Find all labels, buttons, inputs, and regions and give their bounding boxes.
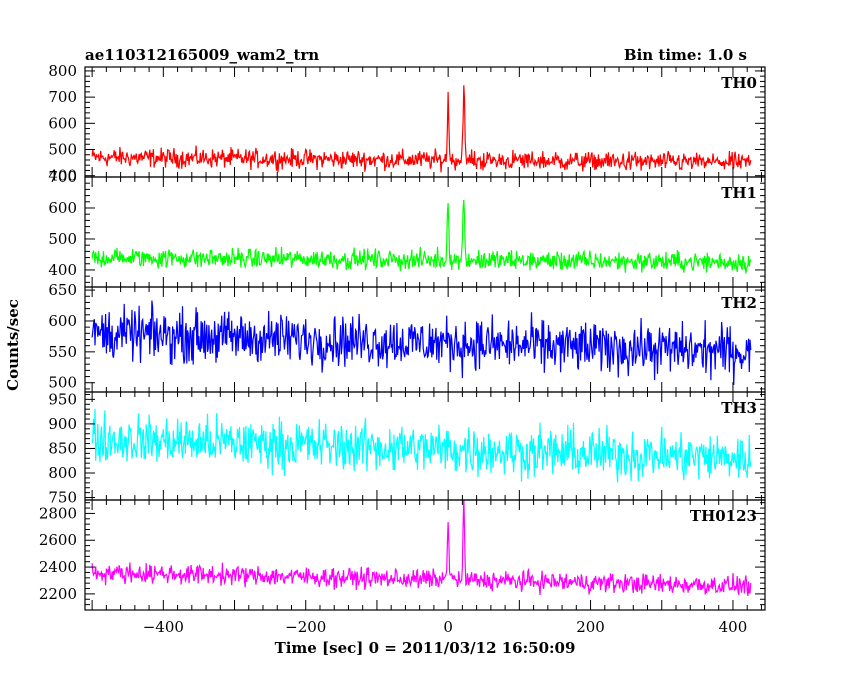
y-tick-label: 900 bbox=[48, 415, 77, 433]
y-tick-label: 700 bbox=[48, 88, 77, 106]
panel-th3: 750 800 850 900 950 TH3 bbox=[48, 390, 766, 507]
y-axis-label: Counts/sec bbox=[4, 299, 22, 391]
y-tick-label: 500 bbox=[48, 141, 77, 159]
y-tick-label: 650 bbox=[48, 281, 77, 299]
y-tick-label: 750 bbox=[48, 489, 77, 507]
y-tick-label: 800 bbox=[48, 62, 77, 80]
y-tick-label: 950 bbox=[48, 390, 77, 408]
y-tick-label: 500 bbox=[48, 230, 77, 248]
y-tick-label: 600 bbox=[48, 114, 77, 132]
series-line-th3 bbox=[91, 408, 752, 483]
y-tick-label: 500 bbox=[48, 374, 77, 392]
x-tick-labels: −400 −200 0 200 400 bbox=[143, 618, 748, 636]
panel-label-th3: TH3 bbox=[721, 399, 757, 417]
y-tick-label: 2600 bbox=[39, 531, 77, 549]
y-tick-label: 400 bbox=[48, 167, 77, 185]
x-tick-label: −400 bbox=[143, 618, 184, 636]
y-tick-label: 2800 bbox=[39, 504, 77, 522]
panel-th0: 400 500 600 700 800 TH0 bbox=[48, 62, 766, 185]
x-tick-label: 200 bbox=[576, 618, 605, 636]
y-tick-label: 550 bbox=[48, 343, 77, 361]
series-line-th1 bbox=[91, 199, 752, 274]
chart-title: ae110312165009_wam2_trn bbox=[85, 46, 319, 64]
y-tick-label: 2200 bbox=[39, 585, 77, 603]
y-tick-label: 600 bbox=[48, 312, 77, 330]
panel-label-th0123: TH0123 bbox=[690, 507, 757, 525]
x-tick-label: 400 bbox=[719, 618, 748, 636]
bin-time-label: Bin time: 1.0 s bbox=[624, 46, 747, 64]
x-tick-label: −200 bbox=[285, 618, 326, 636]
y-tick-label: 700 bbox=[48, 168, 77, 186]
y-tick-label: 2400 bbox=[39, 558, 77, 576]
panels-group: 400 500 600 700 800 TH0 400 500 600 700 TH1 500 550 6… bbox=[39, 62, 766, 611]
panel-label-th2: TH2 bbox=[721, 294, 757, 312]
panel-th2: 500 550 600 650 TH2 bbox=[48, 281, 766, 393]
x-tick-label: 0 bbox=[443, 618, 453, 636]
panel-th0123: 2200 2400 2600 2800 TH0123 bbox=[39, 499, 766, 611]
y-tick-label: 400 bbox=[48, 261, 77, 279]
panel-label-th0: TH0 bbox=[721, 74, 757, 92]
series-line-th0123 bbox=[91, 500, 752, 596]
panel-frame bbox=[84, 176, 766, 288]
x-axis-label: Time [sec] 0 = 2011/03/12 16:50:09 bbox=[275, 639, 576, 657]
panel-frame bbox=[84, 499, 766, 611]
y-tick-label: 850 bbox=[48, 439, 77, 457]
panel-label-th1: TH1 bbox=[721, 184, 757, 202]
series-line-th0 bbox=[91, 85, 752, 173]
panel-th1: 400 500 600 700 TH1 bbox=[48, 168, 766, 288]
y-tick-label: 800 bbox=[48, 464, 77, 482]
y-tick-label: 600 bbox=[48, 199, 77, 217]
series-line-th2 bbox=[91, 300, 752, 386]
